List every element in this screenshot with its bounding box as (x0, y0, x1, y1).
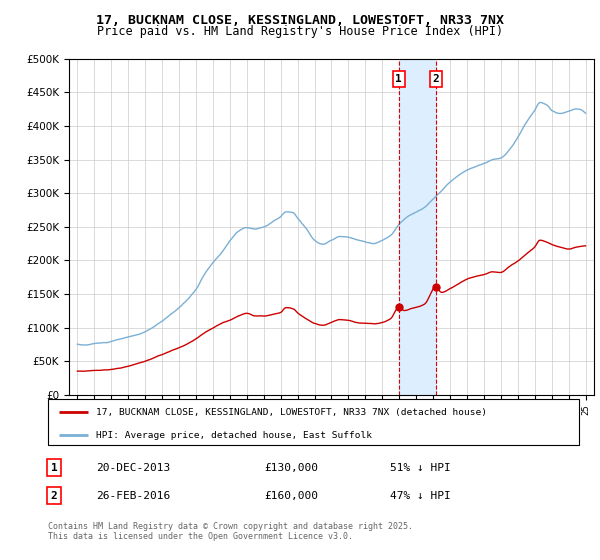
Text: HPI: Average price, detached house, East Suffolk: HPI: Average price, detached house, East… (96, 431, 372, 440)
Text: 17, BUCKNAM CLOSE, KESSINGLAND, LOWESTOFT, NR33 7NX: 17, BUCKNAM CLOSE, KESSINGLAND, LOWESTOF… (96, 14, 504, 27)
Text: 1: 1 (50, 463, 58, 473)
Text: £160,000: £160,000 (264, 491, 318, 501)
Bar (399, 59, 436, 395)
Text: 2: 2 (50, 491, 58, 501)
Text: 26-FEB-2016: 26-FEB-2016 (96, 491, 170, 501)
FancyBboxPatch shape (48, 399, 579, 445)
Text: 20-DEC-2013: 20-DEC-2013 (96, 463, 170, 473)
Text: 1: 1 (395, 74, 402, 84)
Text: 47% ↓ HPI: 47% ↓ HPI (390, 491, 451, 501)
Text: 17, BUCKNAM CLOSE, KESSINGLAND, LOWESTOFT, NR33 7NX (detached house): 17, BUCKNAM CLOSE, KESSINGLAND, LOWESTOF… (96, 408, 487, 417)
Text: 2: 2 (432, 74, 439, 84)
Text: £130,000: £130,000 (264, 463, 318, 473)
Text: Price paid vs. HM Land Registry's House Price Index (HPI): Price paid vs. HM Land Registry's House … (97, 25, 503, 38)
Text: Contains HM Land Registry data © Crown copyright and database right 2025.
This d: Contains HM Land Registry data © Crown c… (48, 522, 413, 542)
Text: 51% ↓ HPI: 51% ↓ HPI (390, 463, 451, 473)
